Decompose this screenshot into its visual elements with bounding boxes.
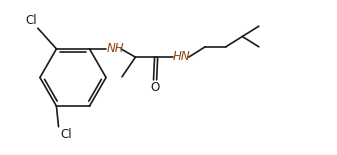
Text: Cl: Cl [25,14,37,27]
Text: Cl: Cl [61,128,72,141]
Text: NH: NH [106,42,124,55]
Text: O: O [150,81,160,94]
Text: HN: HN [173,50,191,63]
